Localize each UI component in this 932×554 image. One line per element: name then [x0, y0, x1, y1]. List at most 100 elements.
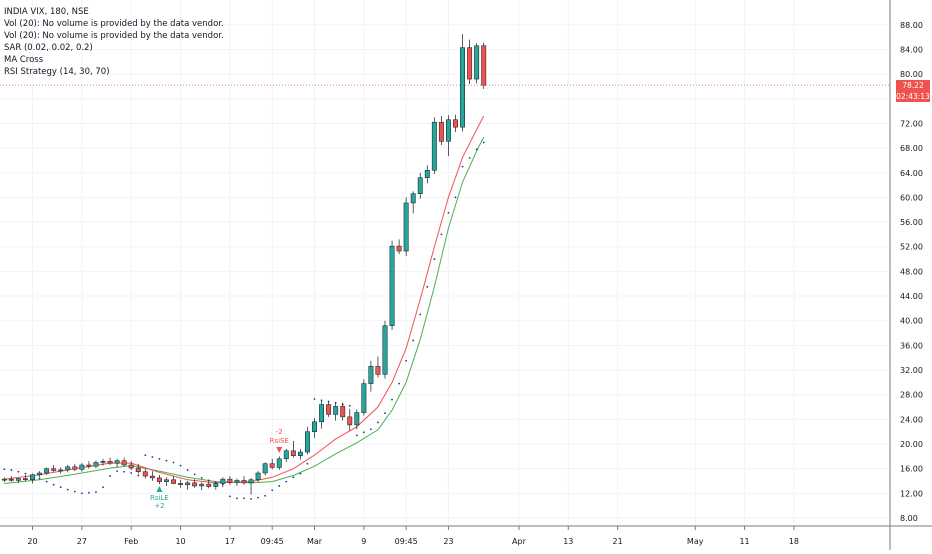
legend-volume-1[interactable]: Vol (20): No volume is provided by the d… — [4, 19, 224, 29]
sar-dot — [447, 211, 450, 214]
legend-volume-2[interactable]: Vol (20): No volume is provided by the d… — [4, 31, 224, 41]
sar-dot — [334, 401, 337, 404]
x-tick-label: May — [687, 537, 704, 546]
sar-dot — [193, 473, 196, 476]
candle-body — [368, 366, 374, 384]
y-tick-label: 28.00 — [900, 391, 923, 400]
legend-ma-cross[interactable]: MA Cross — [4, 55, 44, 65]
signal-long-qty: +2 — [154, 502, 164, 510]
candle-body — [37, 472, 42, 476]
candle-body — [460, 47, 466, 128]
sar-dot — [45, 480, 48, 483]
y-tick-label: 20.00 — [900, 440, 923, 449]
candle-body — [305, 431, 310, 453]
parabolic-sar — [3, 141, 485, 500]
y-tick-label: 32.00 — [900, 366, 923, 375]
candle-body — [86, 464, 92, 467]
sar-dot — [102, 486, 104, 489]
legend-rsi-strategy[interactable]: RSI Strategy (14, 30, 70) — [4, 67, 110, 77]
candle-body — [79, 464, 85, 470]
candle-body — [347, 416, 353, 426]
sar-dot — [88, 491, 90, 494]
signal-long-arrow — [156, 486, 163, 492]
sar-dot — [264, 494, 267, 497]
sar-dot — [52, 483, 55, 486]
candle-body — [206, 483, 212, 487]
sar-dot — [130, 472, 133, 474]
signal-short-qty: -2 — [276, 428, 283, 436]
sar-dot — [243, 497, 245, 500]
x-tick-label: 09:45 — [261, 537, 284, 546]
sar-dot — [355, 434, 358, 437]
y-tick-label: 44.00 — [900, 292, 923, 301]
sar-dot — [38, 477, 41, 480]
candle-body — [361, 383, 367, 413]
x-tick-label: 13 — [563, 537, 573, 546]
sar-dot — [10, 469, 13, 471]
grid — [0, 0, 890, 526]
candle-body — [178, 483, 184, 485]
candle-body — [269, 463, 275, 468]
candle-body — [340, 406, 346, 418]
candle-body — [424, 170, 430, 178]
y-tick-label: 64.00 — [900, 169, 923, 178]
x-tick-label: 09:45 — [395, 537, 418, 546]
sar-dot — [475, 148, 478, 151]
sar-dot — [80, 492, 83, 495]
candle-body — [93, 462, 99, 467]
candle-body — [142, 471, 148, 477]
x-tick-label: 27 — [77, 537, 87, 546]
y-tick-label: 72.00 — [900, 119, 923, 128]
y-tick-label: 24.00 — [900, 415, 923, 424]
sar-dot — [158, 457, 161, 460]
candle-body — [192, 482, 198, 487]
sar-dot — [278, 485, 281, 487]
candle-body — [128, 464, 134, 469]
candle-body — [121, 460, 127, 466]
y-tick-label: 8.00 — [900, 514, 918, 523]
candle-body — [467, 47, 473, 80]
sar-dot — [377, 421, 379, 424]
sar-dot — [109, 475, 111, 477]
y-tick-label: 60.00 — [900, 193, 923, 202]
sar-dot — [172, 461, 175, 464]
x-tick-label: 20 — [27, 537, 37, 546]
candle-body — [431, 121, 437, 171]
candle-body — [333, 406, 339, 415]
candle-body — [297, 451, 303, 456]
sar-dot — [200, 477, 203, 479]
bar-countdown-badge: 02:43:13 — [896, 91, 930, 103]
candle-body — [72, 466, 78, 470]
sar-dot — [370, 428, 372, 431]
candle-body — [156, 477, 162, 482]
sar-dot — [207, 479, 210, 482]
candle-body — [220, 478, 226, 484]
sar-dot — [179, 464, 182, 467]
signal-long-label: RsiLE — [150, 494, 169, 502]
legend-title[interactable]: INDIA VIX, 180, NSE — [4, 7, 89, 17]
ma-slow-line — [4, 136, 485, 484]
sar-dot — [24, 472, 27, 475]
candle-body — [262, 463, 268, 474]
sar-dot — [299, 472, 302, 475]
candle-body — [171, 479, 176, 484]
sar-dot — [73, 490, 76, 493]
candle-body — [382, 325, 388, 375]
candle-body — [283, 450, 289, 460]
sar-dot — [285, 480, 288, 483]
sar-dot — [468, 157, 471, 159]
candle-body — [290, 450, 296, 456]
candle-body — [241, 480, 247, 484]
candle-body — [23, 478, 28, 481]
sar-dot — [398, 382, 400, 385]
candle-body — [396, 245, 402, 252]
sar-dot — [116, 470, 118, 473]
sar-dot — [257, 496, 259, 499]
sar-dot — [306, 462, 309, 465]
signal-short-arrow — [276, 447, 283, 453]
legend-sar[interactable]: SAR (0.02, 0.02, 0.2) — [4, 43, 93, 53]
sar-dot — [433, 258, 436, 260]
y-tick-label: 48.00 — [900, 267, 923, 276]
